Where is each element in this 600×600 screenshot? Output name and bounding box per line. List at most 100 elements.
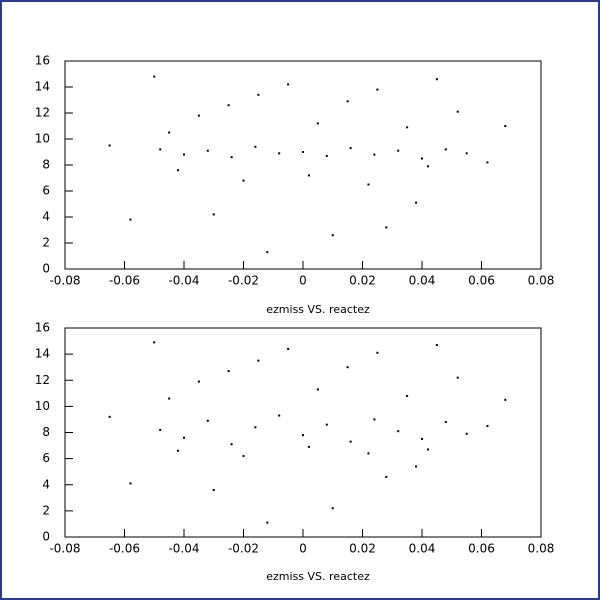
point [376, 351, 379, 354]
point [415, 465, 418, 468]
point [421, 157, 423, 160]
y-tick-label: 0 [42, 262, 50, 276]
point [426, 448, 429, 451]
point [212, 213, 215, 216]
y-tick-label: 2 [42, 503, 50, 517]
point [367, 452, 370, 455]
point [159, 428, 162, 431]
x-tick-label: 0.08 [528, 274, 555, 288]
point [349, 147, 352, 150]
point [227, 370, 230, 373]
y-tick-label: 4 [42, 477, 50, 491]
point [153, 75, 156, 78]
point [278, 152, 281, 155]
x-tick-label: 0 [299, 274, 307, 288]
point [278, 414, 281, 417]
x-tick-label: 0.04 [409, 542, 436, 556]
point [266, 251, 269, 254]
point [197, 114, 200, 117]
x-tick-label: 0.08 [528, 542, 555, 556]
point [108, 415, 111, 418]
point [183, 436, 185, 439]
plot-frame [64, 60, 542, 270]
x-tick-label: -0.04 [168, 542, 199, 556]
point [227, 104, 230, 107]
x-axis-label: ezmiss VS. reactez [266, 303, 370, 316]
x-tick-label: -0.08 [49, 542, 80, 556]
point [385, 475, 388, 478]
point [397, 149, 400, 152]
point [486, 424, 489, 427]
point [230, 443, 233, 446]
point [212, 488, 215, 491]
x-tick-label: 0 [299, 542, 307, 556]
point [254, 145, 257, 148]
point [206, 149, 209, 152]
x-tick-label: -0.02 [228, 274, 259, 288]
point [376, 88, 379, 91]
point [206, 419, 209, 422]
point [168, 397, 171, 400]
point [168, 131, 171, 134]
point [435, 78, 438, 81]
point [504, 125, 507, 127]
point [254, 426, 257, 429]
y-tick-label: 14 [35, 347, 50, 361]
point [257, 93, 260, 96]
point [242, 455, 245, 458]
point [373, 418, 376, 421]
y-tick-label: 6 [42, 451, 50, 465]
point [367, 183, 370, 186]
x-tick-label: -0.02 [228, 542, 259, 556]
point [456, 110, 459, 113]
point [129, 482, 132, 485]
y-tick-label: 2 [42, 236, 50, 250]
point [183, 153, 185, 156]
point [302, 151, 304, 153]
x-tick-label: -0.08 [49, 274, 80, 288]
x-axis-label: ezmiss VS. reactez [266, 570, 370, 583]
point [331, 234, 334, 237]
x-tick-label: -0.06 [109, 274, 140, 288]
point [159, 148, 162, 151]
x-tick-label: 0.02 [349, 274, 376, 288]
point [108, 144, 111, 147]
point [129, 218, 132, 221]
point [435, 343, 438, 346]
y-tick-label: 16 [35, 321, 50, 335]
x-tick-label: -0.04 [168, 274, 199, 288]
point [349, 440, 352, 443]
y-tick-label: 4 [42, 210, 50, 224]
y-tick-label: 10 [35, 132, 50, 146]
point [385, 226, 388, 229]
x-tick-label: 0.04 [409, 274, 436, 288]
point [307, 174, 310, 177]
point [406, 126, 409, 129]
y-tick-label: 8 [42, 425, 50, 439]
point [444, 421, 447, 424]
point [325, 423, 328, 426]
point [302, 434, 304, 437]
y-tick-label: 16 [35, 54, 50, 68]
point [373, 153, 376, 156]
point [465, 152, 468, 155]
point [406, 394, 409, 397]
point [346, 100, 349, 103]
point [456, 376, 459, 379]
point [346, 366, 349, 369]
x-tick-label: 0.06 [468, 274, 495, 288]
point [197, 380, 200, 383]
y-tick-label: 12 [35, 106, 50, 120]
x-tick-label: 0.02 [349, 542, 376, 556]
point [465, 432, 468, 435]
x-tick-label: 0.06 [468, 542, 495, 556]
point [287, 83, 290, 86]
plot-frame [64, 327, 542, 538]
y-tick-label: 10 [35, 399, 50, 413]
point [257, 359, 260, 362]
point [177, 169, 180, 172]
point [325, 154, 328, 157]
point [415, 201, 418, 204]
point [316, 122, 319, 125]
